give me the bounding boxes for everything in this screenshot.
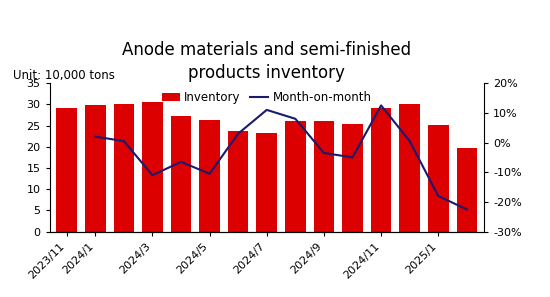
Bar bbox=[228, 131, 249, 232]
Bar bbox=[56, 108, 77, 232]
Bar bbox=[285, 121, 306, 232]
Bar bbox=[314, 121, 334, 232]
Bar bbox=[199, 121, 220, 232]
Bar bbox=[85, 105, 106, 232]
Bar bbox=[428, 125, 449, 232]
Legend: Inventory, Month-on-month: Inventory, Month-on-month bbox=[157, 86, 376, 108]
Title: Anode materials and semi-finished
products inventory: Anode materials and semi-finished produc… bbox=[122, 41, 411, 82]
Bar bbox=[256, 133, 277, 232]
Bar bbox=[342, 124, 363, 232]
Bar bbox=[113, 104, 134, 232]
Bar bbox=[170, 116, 191, 232]
Bar bbox=[371, 108, 392, 232]
Text: Unit: 10,000 tons: Unit: 10,000 tons bbox=[13, 69, 114, 82]
Bar bbox=[142, 102, 163, 232]
Bar bbox=[399, 104, 420, 232]
Bar bbox=[456, 148, 477, 232]
